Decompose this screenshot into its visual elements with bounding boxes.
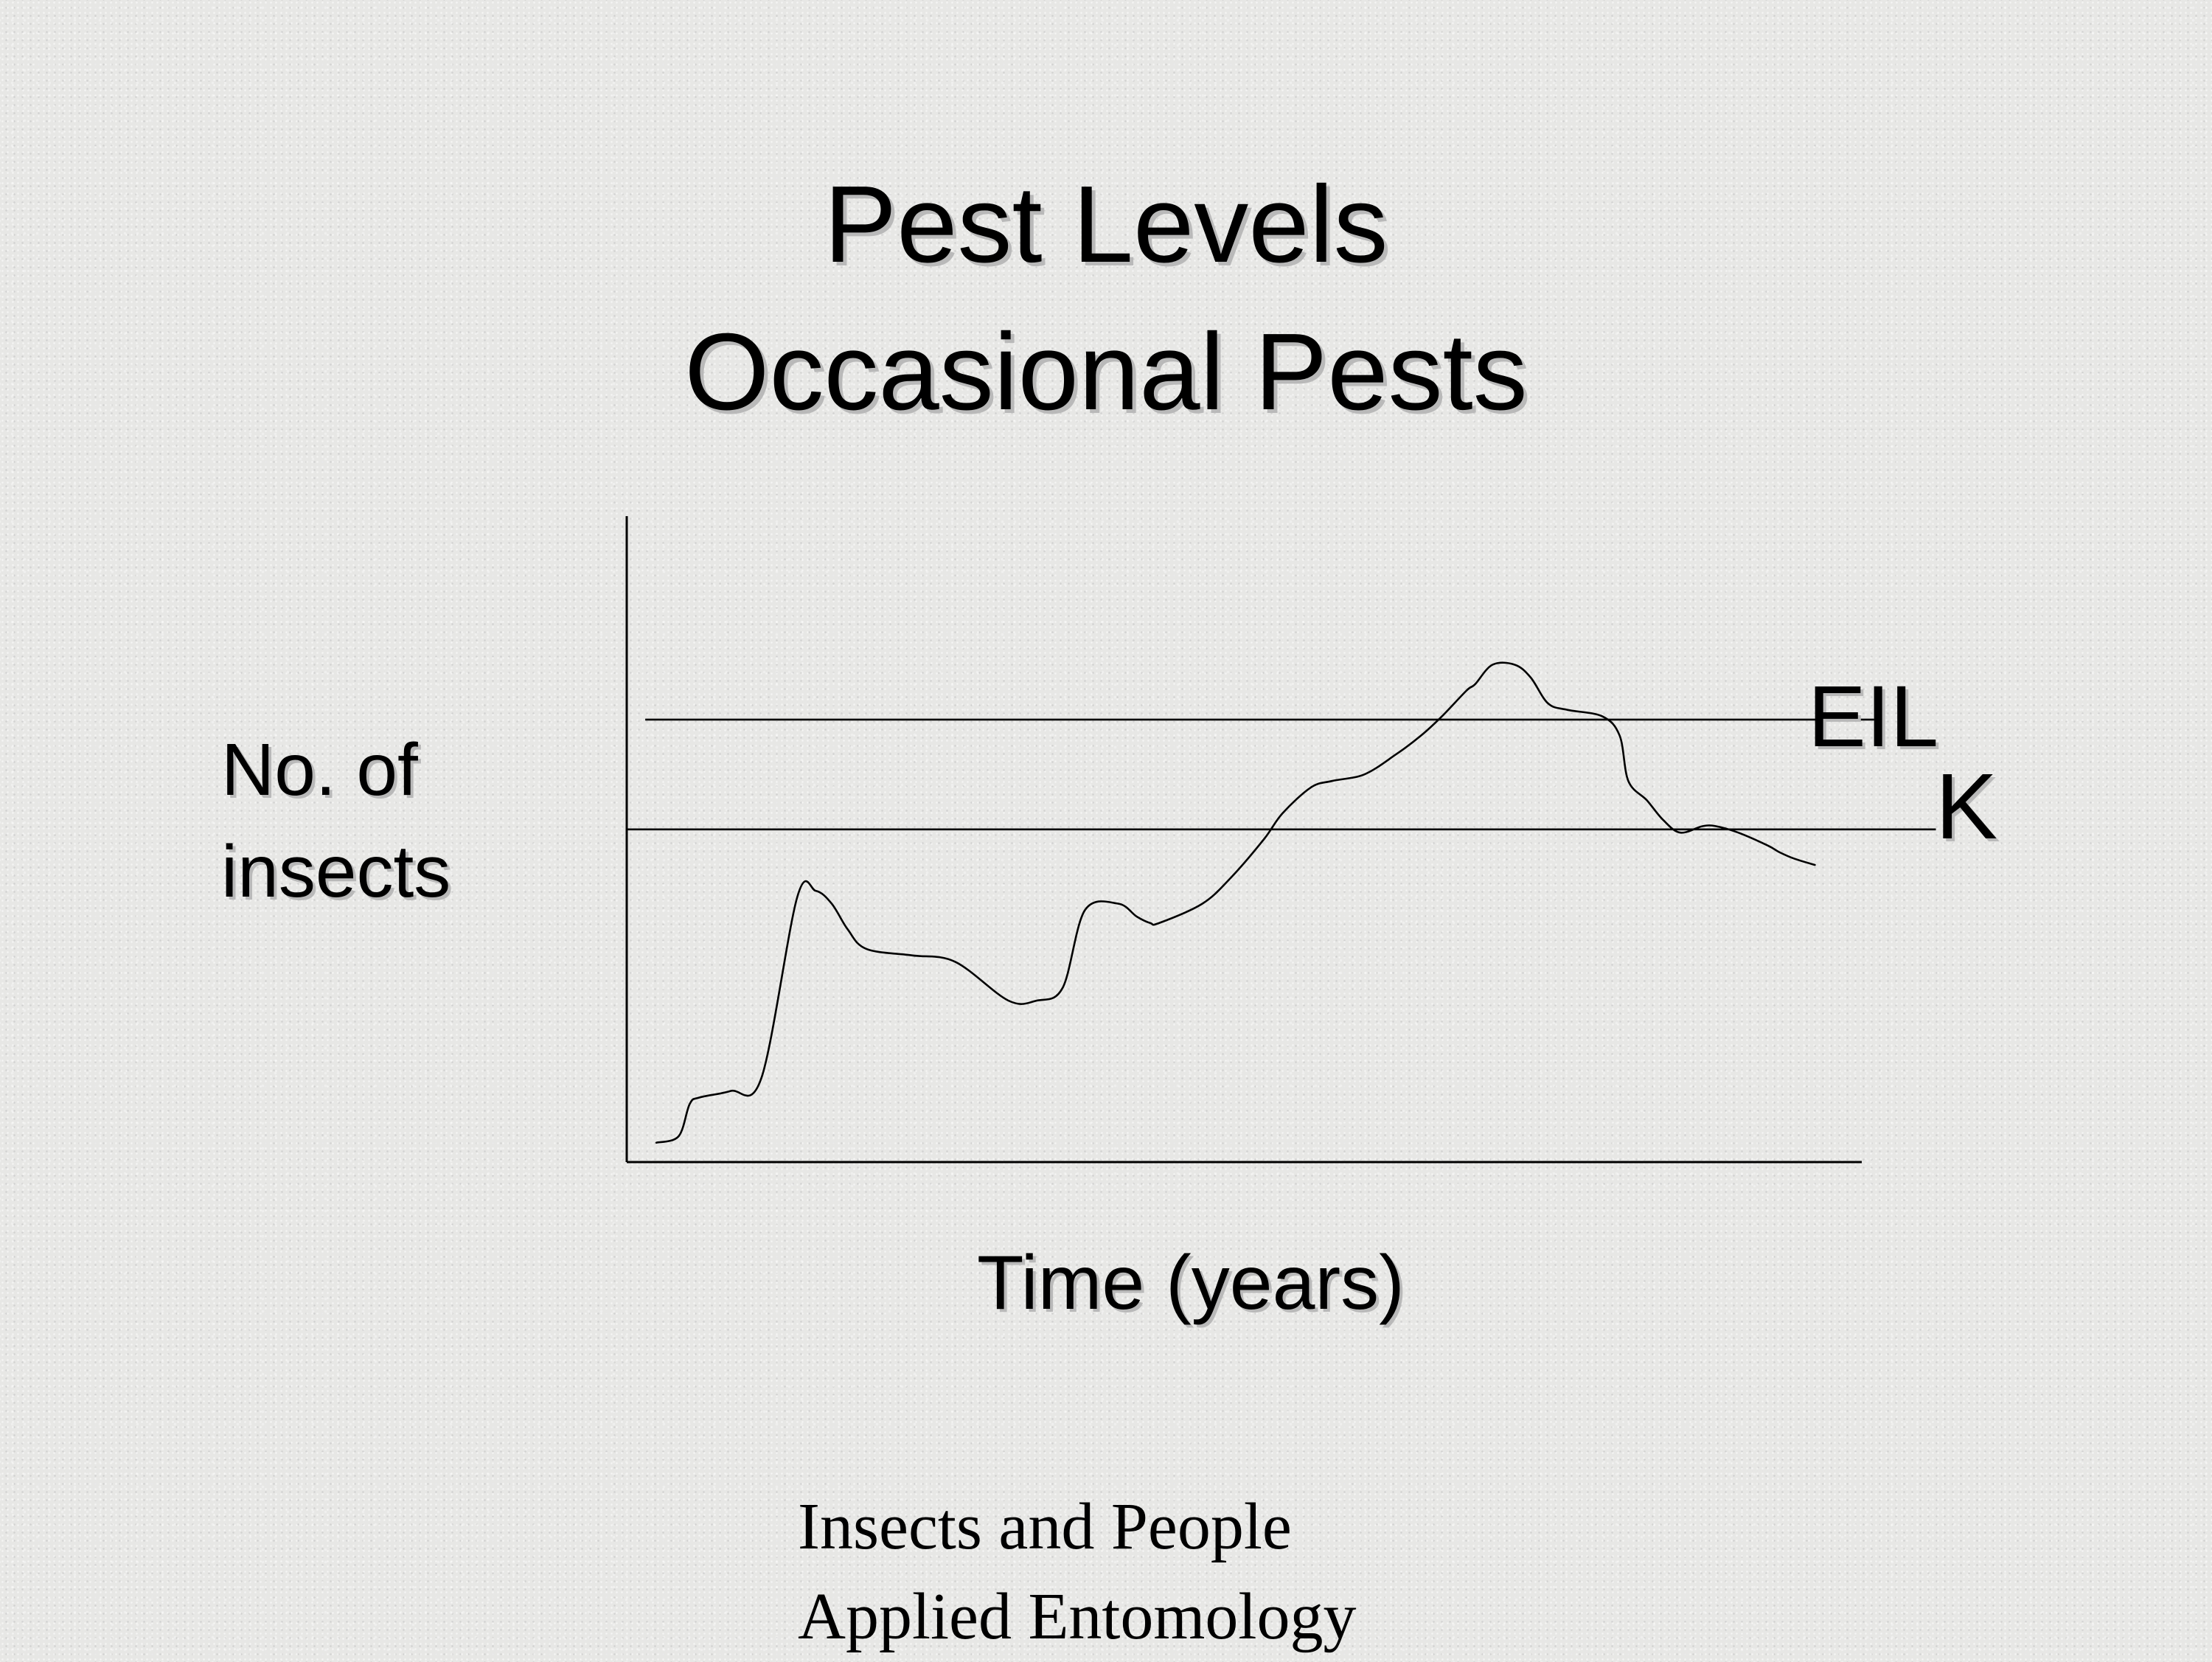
y-axis-label-line-1: No. of: [221, 729, 418, 811]
y-axis-label-line-2: insects: [221, 830, 451, 913]
footer-line-1: Insects and People: [798, 1490, 1292, 1563]
slide-footer: Insects and People Applied Entomology: [798, 1482, 1356, 1662]
slide-title: Pest Levels Occasional Pests: [0, 151, 2212, 446]
reference-lines: [627, 718, 1936, 831]
reference-label-k: K: [1935, 754, 1997, 858]
x-axis-label: Time (years): [977, 1240, 1405, 1326]
reference-label-eil: EIL: [1808, 668, 1938, 765]
footer-line-2: Applied Entomology: [798, 1580, 1357, 1653]
title-line-2: Occasional Pests: [684, 311, 1528, 433]
title-line-1: Pest Levels: [824, 164, 1388, 285]
pest-population-line: [655, 661, 1816, 1144]
y-axis-label: No. of insects: [221, 719, 451, 922]
